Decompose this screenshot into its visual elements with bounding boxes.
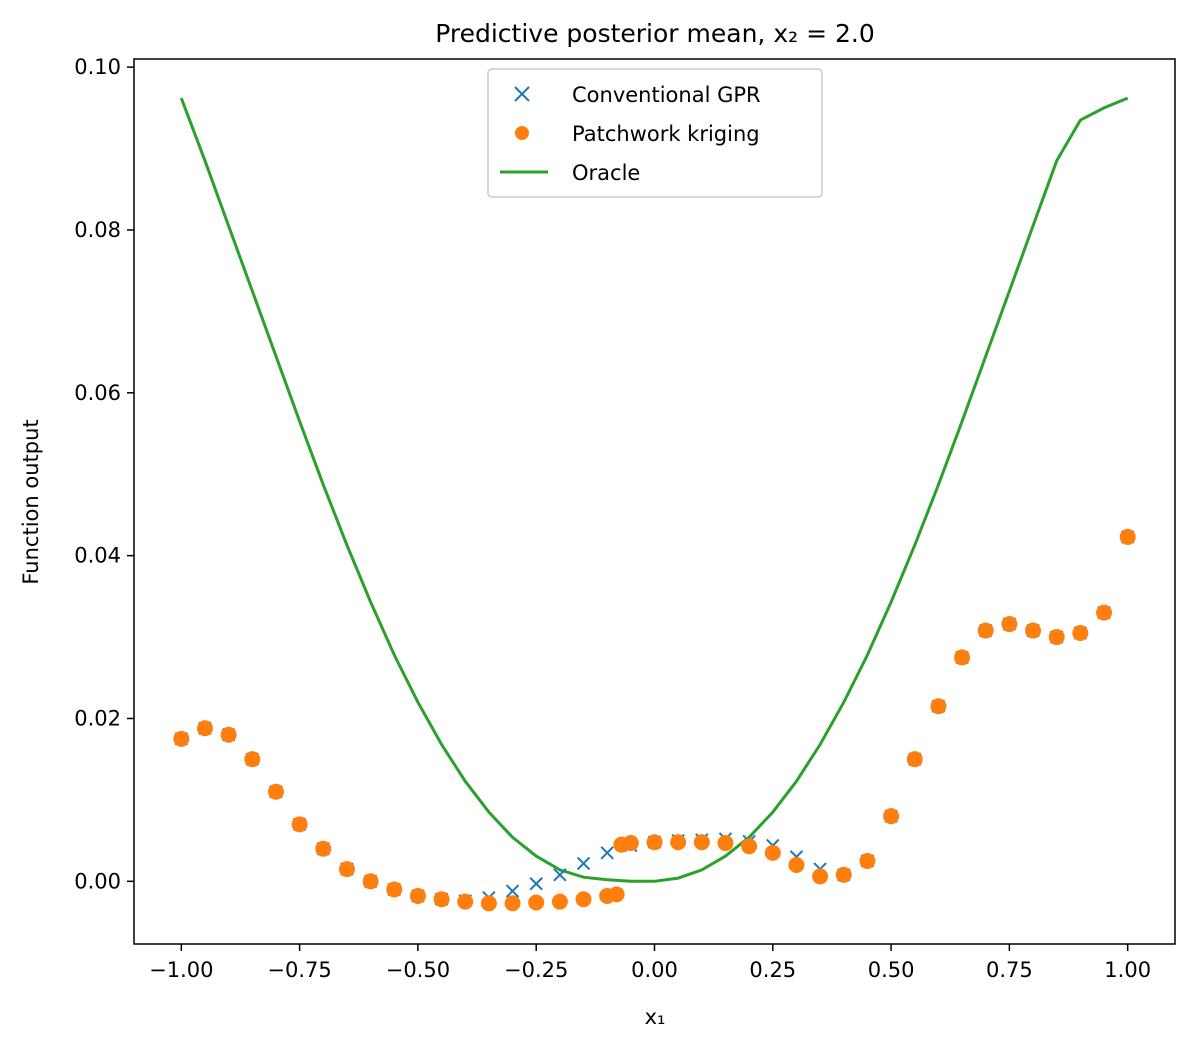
kriging-point <box>788 857 805 874</box>
legend-label-conventional-gpr: Conventional GPR <box>572 83 761 107</box>
kriging-point <box>883 808 900 825</box>
x-tick-label: −0.50 <box>386 958 450 982</box>
series-layer <box>173 96 1136 912</box>
kriging-point <box>504 895 521 912</box>
kriging-point <box>267 783 284 800</box>
y-tick-label: 0.06 <box>74 381 121 405</box>
kriging-point <box>1025 622 1042 639</box>
y-axis: 0.00 0.02 0.04 0.06 0.08 0.10 <box>74 55 134 893</box>
x-tick-label: −1.00 <box>149 958 213 982</box>
y-tick-label: 0.04 <box>74 544 121 568</box>
kriging-point <box>1001 616 1018 633</box>
x-tick-label: −0.25 <box>504 958 568 982</box>
kriging-point <box>906 751 923 768</box>
kriging-point <box>930 698 947 715</box>
oracle-line <box>179 96 1129 883</box>
kriging-point <box>551 893 568 910</box>
kriging-point <box>646 834 663 851</box>
kriging-point <box>608 886 625 903</box>
x-tick-label: −0.75 <box>267 958 331 982</box>
kriging-point <box>528 894 545 911</box>
kriging-point <box>409 887 426 904</box>
x-tick-label: 0.50 <box>868 958 915 982</box>
y-tick-label: 0.02 <box>74 706 121 730</box>
kriging-point <box>693 834 710 851</box>
kriging-point <box>764 844 781 861</box>
kriging-point <box>457 893 474 910</box>
kriging-point <box>954 649 971 666</box>
x-tick-label: 0.75 <box>986 958 1033 982</box>
kriging-point <box>812 868 829 885</box>
kriging-point <box>1072 624 1089 641</box>
gpr-point <box>529 877 543 891</box>
kriging-point <box>173 730 190 747</box>
legend-box <box>487 68 823 198</box>
kriging-point <box>480 895 497 912</box>
y-axis-label: Function output <box>19 419 43 584</box>
kriging-point <box>717 835 734 852</box>
kriging-point <box>977 622 994 639</box>
x-tick-label: 1.00 <box>1104 958 1151 982</box>
x-tick-label: 0.25 <box>749 958 796 982</box>
y-tick-label: 0.08 <box>74 218 121 242</box>
legend-entry-patchwork-kriging: Patchwork kriging <box>515 122 760 146</box>
kriging-point <box>1048 629 1065 646</box>
x-tick-label: 0.00 <box>631 958 678 982</box>
chart-title: Predictive posterior mean, x₂ = 2.0 <box>435 19 875 48</box>
kriging-point <box>244 751 261 768</box>
kriging-point <box>859 852 876 869</box>
series-patchwork-kriging <box>173 528 1136 912</box>
kriging-point <box>291 816 308 833</box>
kriging-point <box>338 861 355 878</box>
kriging-point <box>1119 528 1136 545</box>
plot-area <box>133 58 1176 945</box>
kriging-point <box>220 726 237 743</box>
kriging-point <box>386 881 403 898</box>
kriging-point <box>196 720 213 737</box>
gpr-point <box>553 868 567 882</box>
kriging-point <box>433 891 450 908</box>
legend-marker-circle <box>515 126 529 140</box>
kriging-point <box>575 891 592 908</box>
y-tick-label: 0.00 <box>74 869 121 893</box>
kriging-point <box>1096 604 1113 621</box>
legend-entry-oracle: Oracle <box>500 161 640 185</box>
kriging-point <box>362 873 379 890</box>
kriging-point <box>670 834 687 851</box>
kriging-point <box>835 866 852 883</box>
gpr-point <box>505 884 520 898</box>
gpr-point <box>576 856 591 871</box>
kriging-point <box>622 835 639 852</box>
legend-label-oracle: Oracle <box>572 161 640 185</box>
legend-marker-x <box>514 86 530 102</box>
x-axis: −1.00 −0.75 −0.50 −0.25 0.00 0.25 0.50 0.75 1.00 <box>149 944 1151 982</box>
kriging-point <box>741 838 758 855</box>
legend-entry-conventional-gpr: Conventional GPR <box>514 83 761 107</box>
legend: Conventional GPR Patchwork kriging Oracl… <box>487 68 823 198</box>
x-axis-label: x₁ <box>645 1005 666 1029</box>
legend-label-patchwork-kriging: Patchwork kriging <box>572 122 760 146</box>
kriging-point <box>315 840 332 857</box>
y-tick-label: 0.10 <box>74 55 121 79</box>
gpr-point <box>600 846 614 860</box>
